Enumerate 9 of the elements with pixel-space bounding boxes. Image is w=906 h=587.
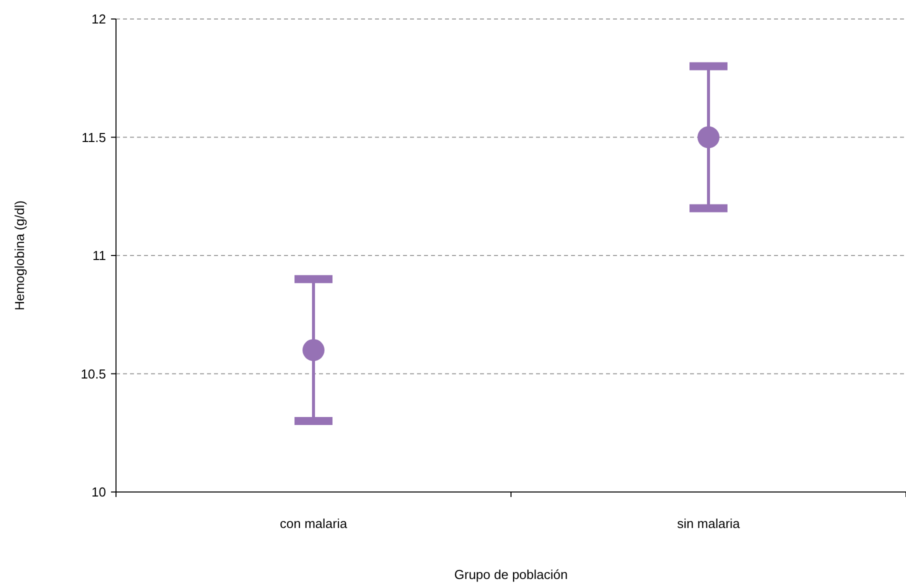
- x-tick-label: sin malaria: [677, 516, 741, 531]
- y-tick-label: 10.5: [80, 366, 106, 382]
- y-tick-label: 10: [92, 484, 106, 500]
- y-axis-title: Hemoglobina (g/dl): [12, 200, 27, 310]
- y-tick-label: 12: [92, 12, 106, 27]
- y-tick-label: 11: [92, 248, 106, 264]
- x-axis-title: Grupo de población: [454, 567, 568, 582]
- y-tick-label: 11.5: [82, 130, 106, 145]
- x-tick-label: con malaria: [280, 516, 348, 531]
